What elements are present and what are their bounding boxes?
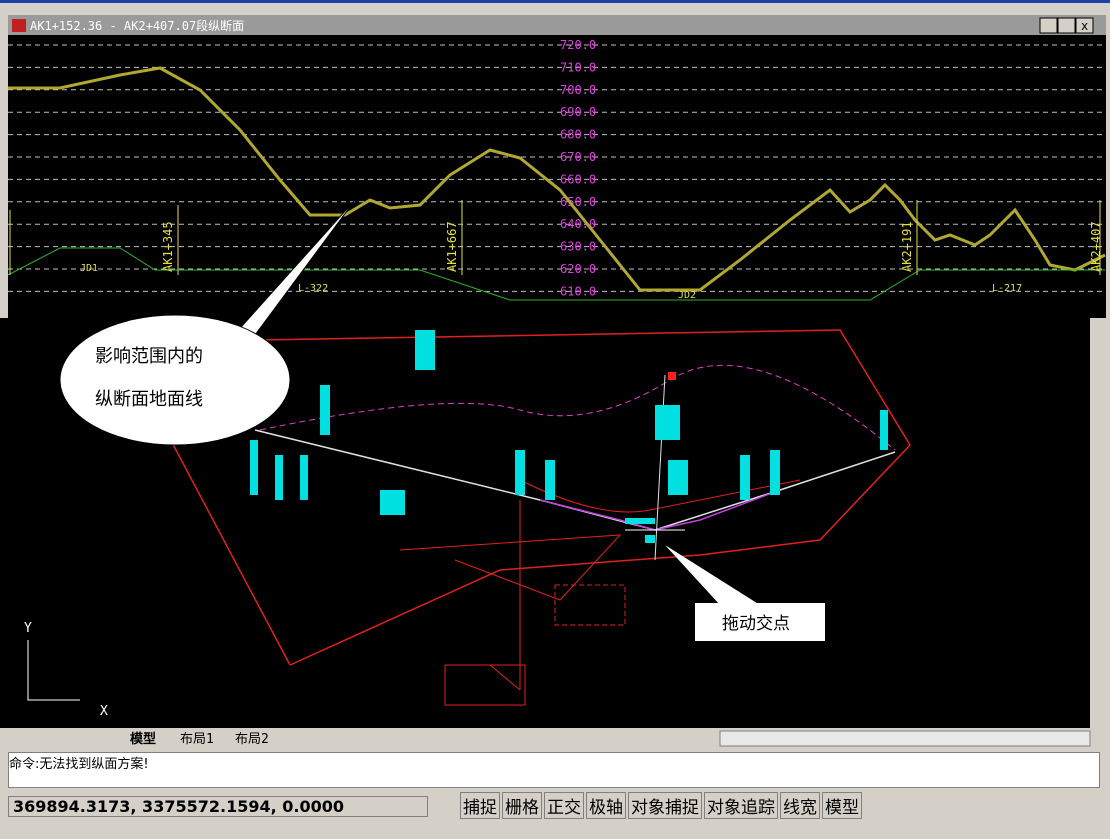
app-icon [12,19,26,32]
callout-bubble [59,314,291,446]
elevation-label: 620.0 [560,262,596,276]
callout-text: 拖动交点 [722,614,790,634]
station-ticks [9,200,1101,275]
tab[interactable]: 布局2 [235,732,269,747]
elevation-label: 670.0 [560,150,596,164]
station: AK1+667 [445,221,459,272]
status-button[interactable]: 正交 [544,792,584,819]
callout-text: 纵断面地面线 [95,389,203,410]
label: JD2 [678,290,696,301]
elevation-label: 690.0 [560,105,596,119]
ground-line [8,66,1106,292]
status-button[interactable]: 模型 [822,792,862,819]
status-button[interactable]: 对象捕捉 [628,792,702,819]
v-scrollbar[interactable] [1090,318,1110,728]
station: AK2+191 [900,221,914,272]
profile-canvas [8,35,1106,318]
elevation-label: 700.0 [560,83,596,97]
elevation-grid: 720.0 710.0 700.0 690.0 680.0 670.0 660.0 650.0… [8,38,1106,298]
tab[interactable]: 布局1 [180,732,214,747]
label: L-217 [992,283,1022,294]
axis-y: Y [24,621,32,636]
label: L-322 [298,283,328,294]
station-labels: AK1+345 AK1+667 AK2+191 AK2+407 JD1 L-32… [80,221,1103,301]
window-title: AK1+152.36 - AK2+407.07段纵断面 [30,18,244,33]
elevation-label: 660.0 [560,172,596,186]
cad-view: AK1+152.36 - AK2+407.07段纵断面 x 720.0 710.0… [0,0,1110,748]
station: AK1+345 [161,221,175,272]
elevation-label: 650.0 [560,195,596,209]
command-window[interactable]: 命令:无法找到纵面方案! [8,752,1100,788]
window-buttons[interactable]: x [1039,17,1094,34]
status-button[interactable]: 对象追踪 [704,792,778,819]
elevation-label: 680.0 [560,128,596,142]
status-bar: 369894.3173, 3375572.1594, 0.0000 捕捉 栅格 正交… [0,790,1110,839]
plan-blocks [250,330,888,543]
elevation-label: 720.0 [560,38,596,52]
label: JD1 [80,263,98,274]
top-edge [0,0,1110,3]
svg-text:x: x [1081,19,1088,33]
status-button[interactable]: 极轴 [586,792,626,819]
callout-text: 影响范围内的 [95,346,203,367]
title-bar [8,15,1106,35]
station: AK2+407 [1089,221,1103,272]
callout-tail [665,545,760,605]
status-buttons: 捕捉 栅格 正交 极轴 对象捕捉 对象追踪 线宽 模型 [460,792,864,819]
axis-x: X [100,704,108,719]
elevation-label: 630.0 [560,240,596,254]
status-button[interactable]: 栅格 [502,792,542,819]
ucs-icon [27,640,80,701]
callout-box [695,603,825,641]
tab[interactable]: 模型 [130,731,156,747]
h-scrollbar[interactable] [719,730,1091,747]
elevation-label: 640.0 [560,217,596,231]
elevation-label: 610.0 [560,284,596,298]
status-button[interactable]: 线宽 [780,792,820,819]
intersection-point[interactable] [668,372,676,380]
coordinates: 369894.3173, 3375572.1594, 0.0000 [8,796,428,817]
elevation-label: 710.0 [560,60,596,74]
design-line [7,247,1105,301]
command-line: 命令:无法找到纵面方案! [9,757,149,772]
status-button[interactable]: 捕捉 [460,792,500,819]
